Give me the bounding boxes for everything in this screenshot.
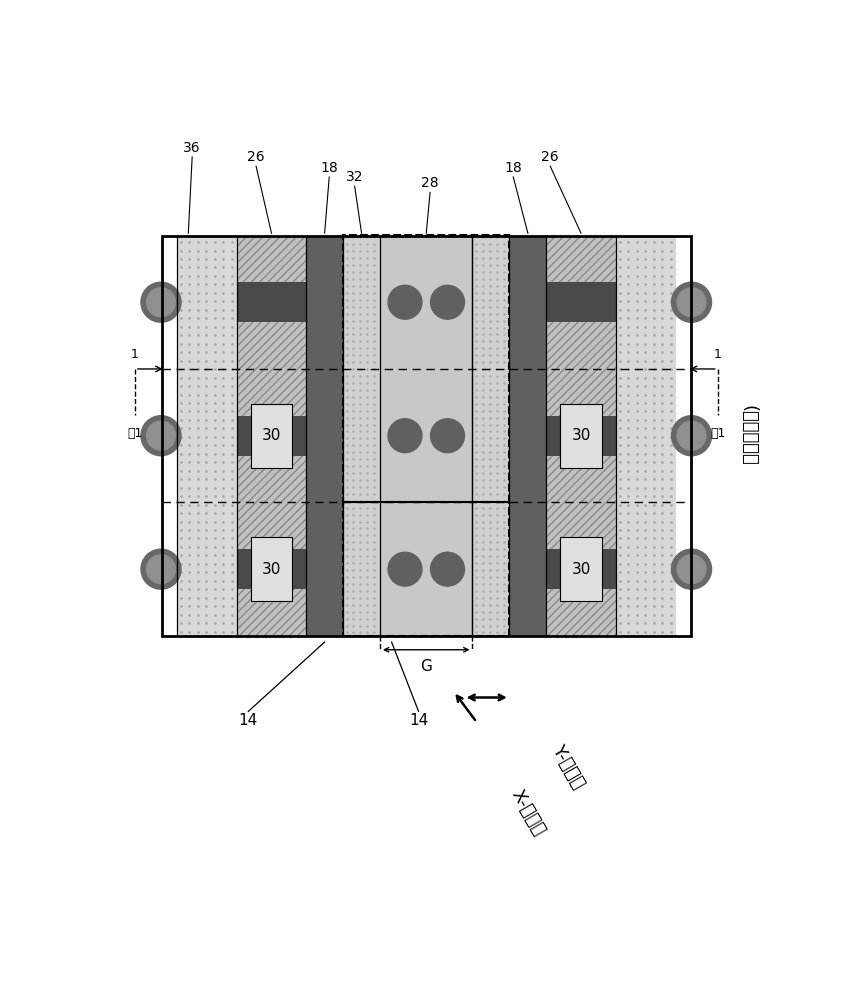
Bar: [237, 549, 306, 589]
Circle shape: [141, 282, 181, 322]
Text: X-行方向: X-行方向: [507, 787, 548, 839]
Circle shape: [388, 552, 422, 586]
Text: G: G: [420, 659, 432, 674]
Bar: [616, 235, 676, 636]
Circle shape: [388, 285, 422, 319]
Text: 14: 14: [409, 713, 428, 728]
Circle shape: [147, 288, 175, 317]
Text: 30: 30: [262, 428, 281, 443]
Text: 18: 18: [320, 161, 338, 175]
Bar: [343, 235, 510, 502]
Text: 图1: 图1: [127, 427, 142, 440]
Circle shape: [147, 555, 175, 584]
Bar: [560, 404, 601, 468]
Text: 26: 26: [247, 150, 265, 164]
Circle shape: [677, 288, 706, 317]
Bar: [237, 235, 306, 636]
Bar: [343, 502, 510, 636]
Text: 18: 18: [505, 161, 523, 175]
Circle shape: [141, 416, 181, 456]
Text: 26: 26: [541, 150, 559, 164]
Text: 36: 36: [184, 141, 201, 155]
Circle shape: [672, 549, 711, 589]
Text: 14: 14: [239, 713, 258, 728]
Circle shape: [677, 555, 706, 584]
Bar: [510, 235, 547, 636]
Text: 30: 30: [571, 428, 590, 443]
Bar: [560, 537, 601, 601]
Bar: [251, 537, 293, 601]
Circle shape: [431, 419, 464, 453]
Bar: [547, 282, 616, 322]
Bar: [343, 235, 380, 636]
Circle shape: [672, 416, 711, 456]
Text: Y-列方向: Y-列方向: [548, 742, 587, 792]
Bar: [306, 235, 343, 636]
Bar: [547, 235, 616, 636]
Circle shape: [141, 549, 181, 589]
Circle shape: [431, 285, 464, 319]
Text: (现有技术）: (现有技术）: [740, 405, 758, 466]
Circle shape: [147, 421, 175, 450]
Bar: [473, 235, 510, 636]
Text: 1: 1: [131, 348, 139, 361]
Text: 28: 28: [421, 176, 439, 190]
Bar: [251, 404, 293, 468]
Bar: [547, 416, 616, 456]
Bar: [162, 235, 691, 636]
Circle shape: [672, 282, 711, 322]
Text: 30: 30: [571, 562, 590, 577]
Bar: [237, 282, 306, 322]
Circle shape: [677, 421, 706, 450]
Bar: [177, 235, 237, 636]
Circle shape: [388, 419, 422, 453]
Bar: [547, 549, 616, 589]
Text: 图1: 图1: [710, 427, 725, 440]
Bar: [547, 235, 616, 636]
Text: 1: 1: [714, 348, 722, 361]
Text: 30: 30: [262, 562, 281, 577]
Circle shape: [431, 552, 464, 586]
Bar: [380, 235, 473, 636]
Bar: [237, 416, 306, 456]
Text: 32: 32: [346, 170, 364, 184]
Bar: [237, 235, 306, 636]
